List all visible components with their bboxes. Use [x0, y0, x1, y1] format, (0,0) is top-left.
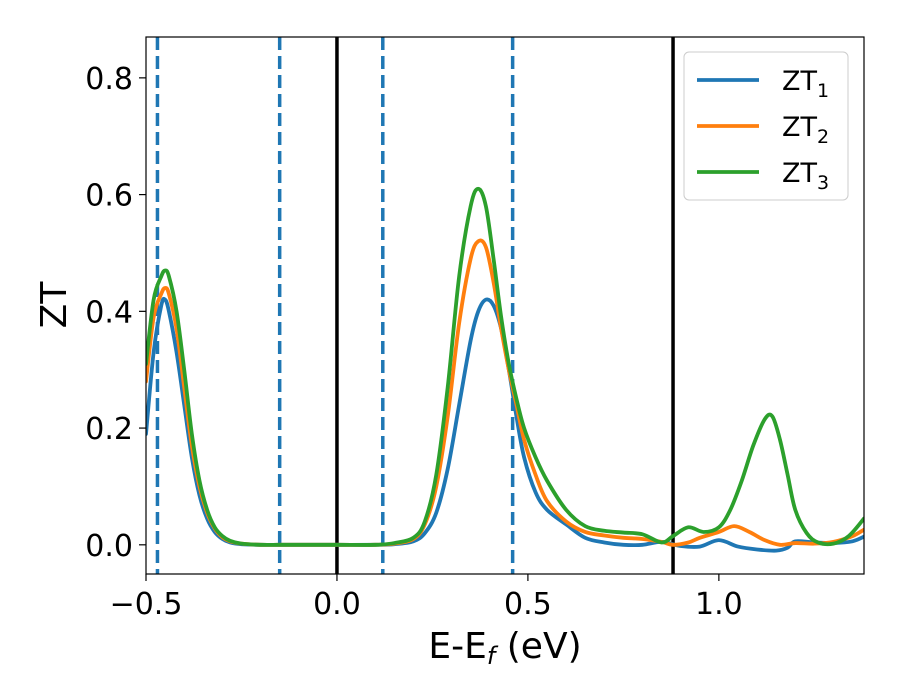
- y-axis-title: ZT: [34, 281, 75, 329]
- y-axis: 0.0 0.2 0.4 0.6 0.8: [85, 62, 146, 564]
- legend-box: [683, 51, 849, 201]
- x-tick-label: 0.0: [313, 587, 361, 622]
- legend-label-zt3: ZT3: [782, 158, 829, 194]
- y-tick-label: 0.8: [85, 62, 133, 97]
- legend-label-zt1: ZT1: [782, 66, 829, 102]
- y-tick-label: 0.4: [85, 295, 133, 330]
- series-line-zt1: [146, 296, 864, 553]
- x-tick-label: −0.5: [110, 587, 183, 622]
- x-tick-label: 0.5: [504, 587, 552, 622]
- y-tick-label: 0.2: [85, 412, 133, 447]
- series-lines: [146, 186, 864, 553]
- x-axis: −0.5 0.0 0.5 1.0: [110, 574, 743, 622]
- legend-label-zt2: ZT2: [782, 112, 829, 148]
- x-axis-title: E-Ef (eV): [428, 626, 581, 670]
- x-tick-label: 1.0: [695, 587, 743, 622]
- legend: ZT1 ZT2 ZT3: [683, 51, 849, 201]
- series-line-zt3: [146, 186, 864, 547]
- y-tick-label: 0.0: [85, 529, 133, 564]
- y-tick-label: 0.6: [85, 179, 133, 214]
- plot-frame: [145, 36, 865, 575]
